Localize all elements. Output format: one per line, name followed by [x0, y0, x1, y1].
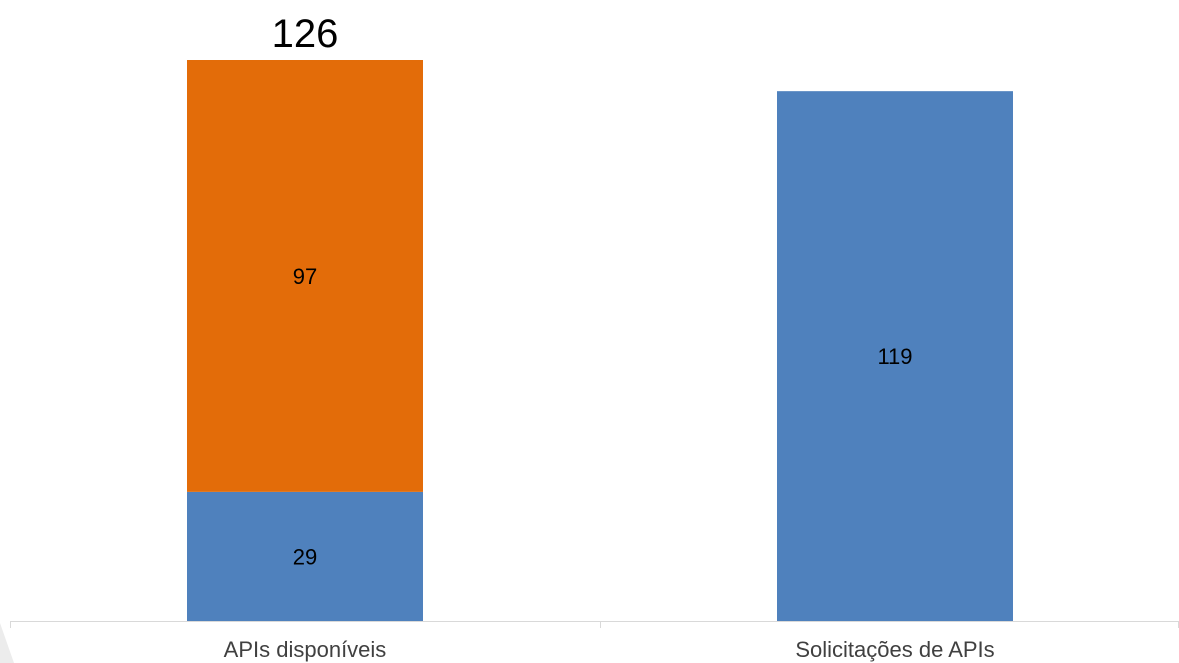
data-label-3: 119: [877, 344, 912, 369]
bar-segment-1-series-2: [187, 60, 423, 492]
bar-segment-1-series-1: [187, 491, 423, 621]
x-tick-label-1: APIs disponíveis: [224, 637, 387, 662]
data-label-1: 29: [293, 544, 317, 569]
bar-segment-2-series-1: [777, 91, 1013, 621]
corner-decoration: [0, 623, 14, 663]
total-label-1: 126: [272, 12, 339, 56]
data-label-2: 97: [293, 264, 317, 289]
x-tick-label-2: Solicitações de APIs: [795, 637, 994, 662]
